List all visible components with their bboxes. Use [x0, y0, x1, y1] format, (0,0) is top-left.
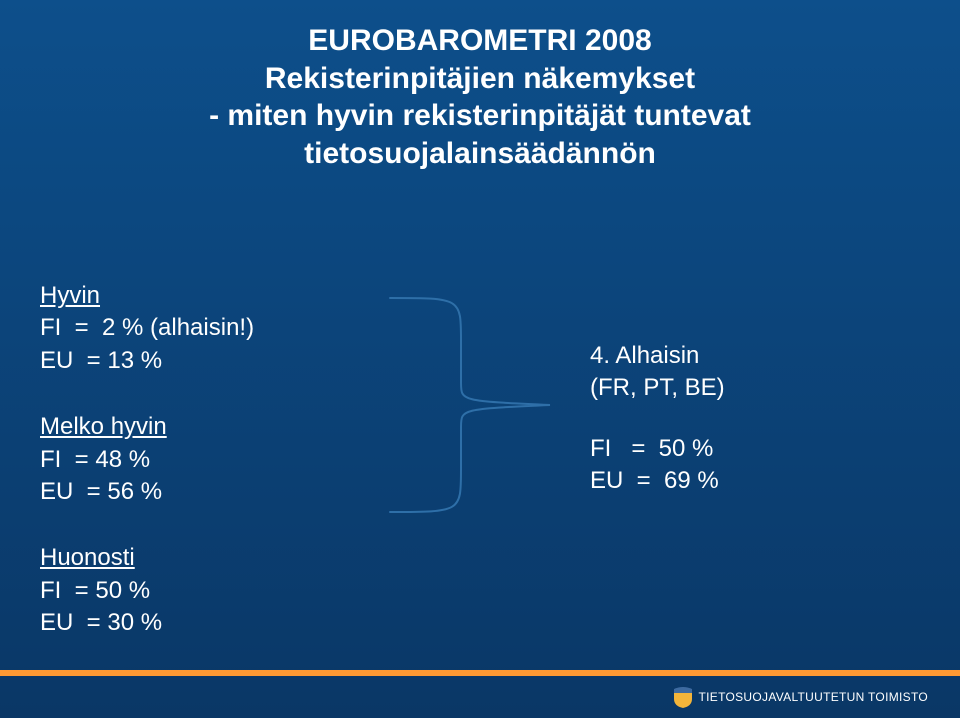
data-row: EU = 13 % — [40, 345, 254, 377]
group-heading: Hyvin — [40, 280, 254, 312]
title-block: EUROBAROMETRI 2008 Rekisterinpitäjien nä… — [0, 22, 960, 172]
slide: EUROBAROMETRI 2008 Rekisterinpitäjien nä… — [0, 0, 960, 718]
footer-logo: TIETOSUOJAVALTUUTETUN TOIMISTO — [673, 686, 928, 708]
title-line-2: Rekisterinpitäjien näkemykset — [0, 60, 960, 98]
spacer — [590, 405, 725, 433]
data-row: FI = 50 % — [40, 575, 254, 607]
right-data-block: 4. Alhaisin (FR, PT, BE) FI = 50 % EU = … — [590, 340, 725, 498]
data-row: EU = 56 % — [40, 476, 254, 508]
right-line-1: 4. Alhaisin — [590, 340, 725, 372]
curly-bracket — [380, 290, 560, 520]
left-data-block: HyvinFI = 2 % (alhaisin!)EU = 13 % Melko … — [40, 280, 254, 674]
group-heading: Huonosti — [40, 542, 254, 574]
shield-icon — [673, 686, 693, 708]
data-row: EU = 30 % — [40, 607, 254, 639]
data-group: Melko hyvinFI = 48 %EU = 56 % — [40, 411, 254, 508]
right-line-3: FI = 50 % — [590, 433, 725, 465]
right-line-4: EU = 69 % — [590, 465, 725, 497]
title-line-4: tietosuojalainsäädännön — [0, 135, 960, 173]
data-group: HyvinFI = 2 % (alhaisin!)EU = 13 % — [40, 280, 254, 377]
footer-accent-bar — [0, 670, 960, 676]
group-heading: Melko hyvin — [40, 411, 254, 443]
footer-text: TIETOSUOJAVALTUUTETUN TOIMISTO — [699, 690, 928, 704]
right-line-2: (FR, PT, BE) — [590, 372, 725, 404]
data-row: FI = 2 % (alhaisin!) — [40, 312, 254, 344]
title-line-3: - miten hyvin rekisterinpitäjät tuntevat — [0, 97, 960, 135]
data-row: FI = 48 % — [40, 444, 254, 476]
data-group: HuonostiFI = 50 %EU = 30 % — [40, 542, 254, 639]
title-line-1: EUROBAROMETRI 2008 — [0, 22, 960, 60]
